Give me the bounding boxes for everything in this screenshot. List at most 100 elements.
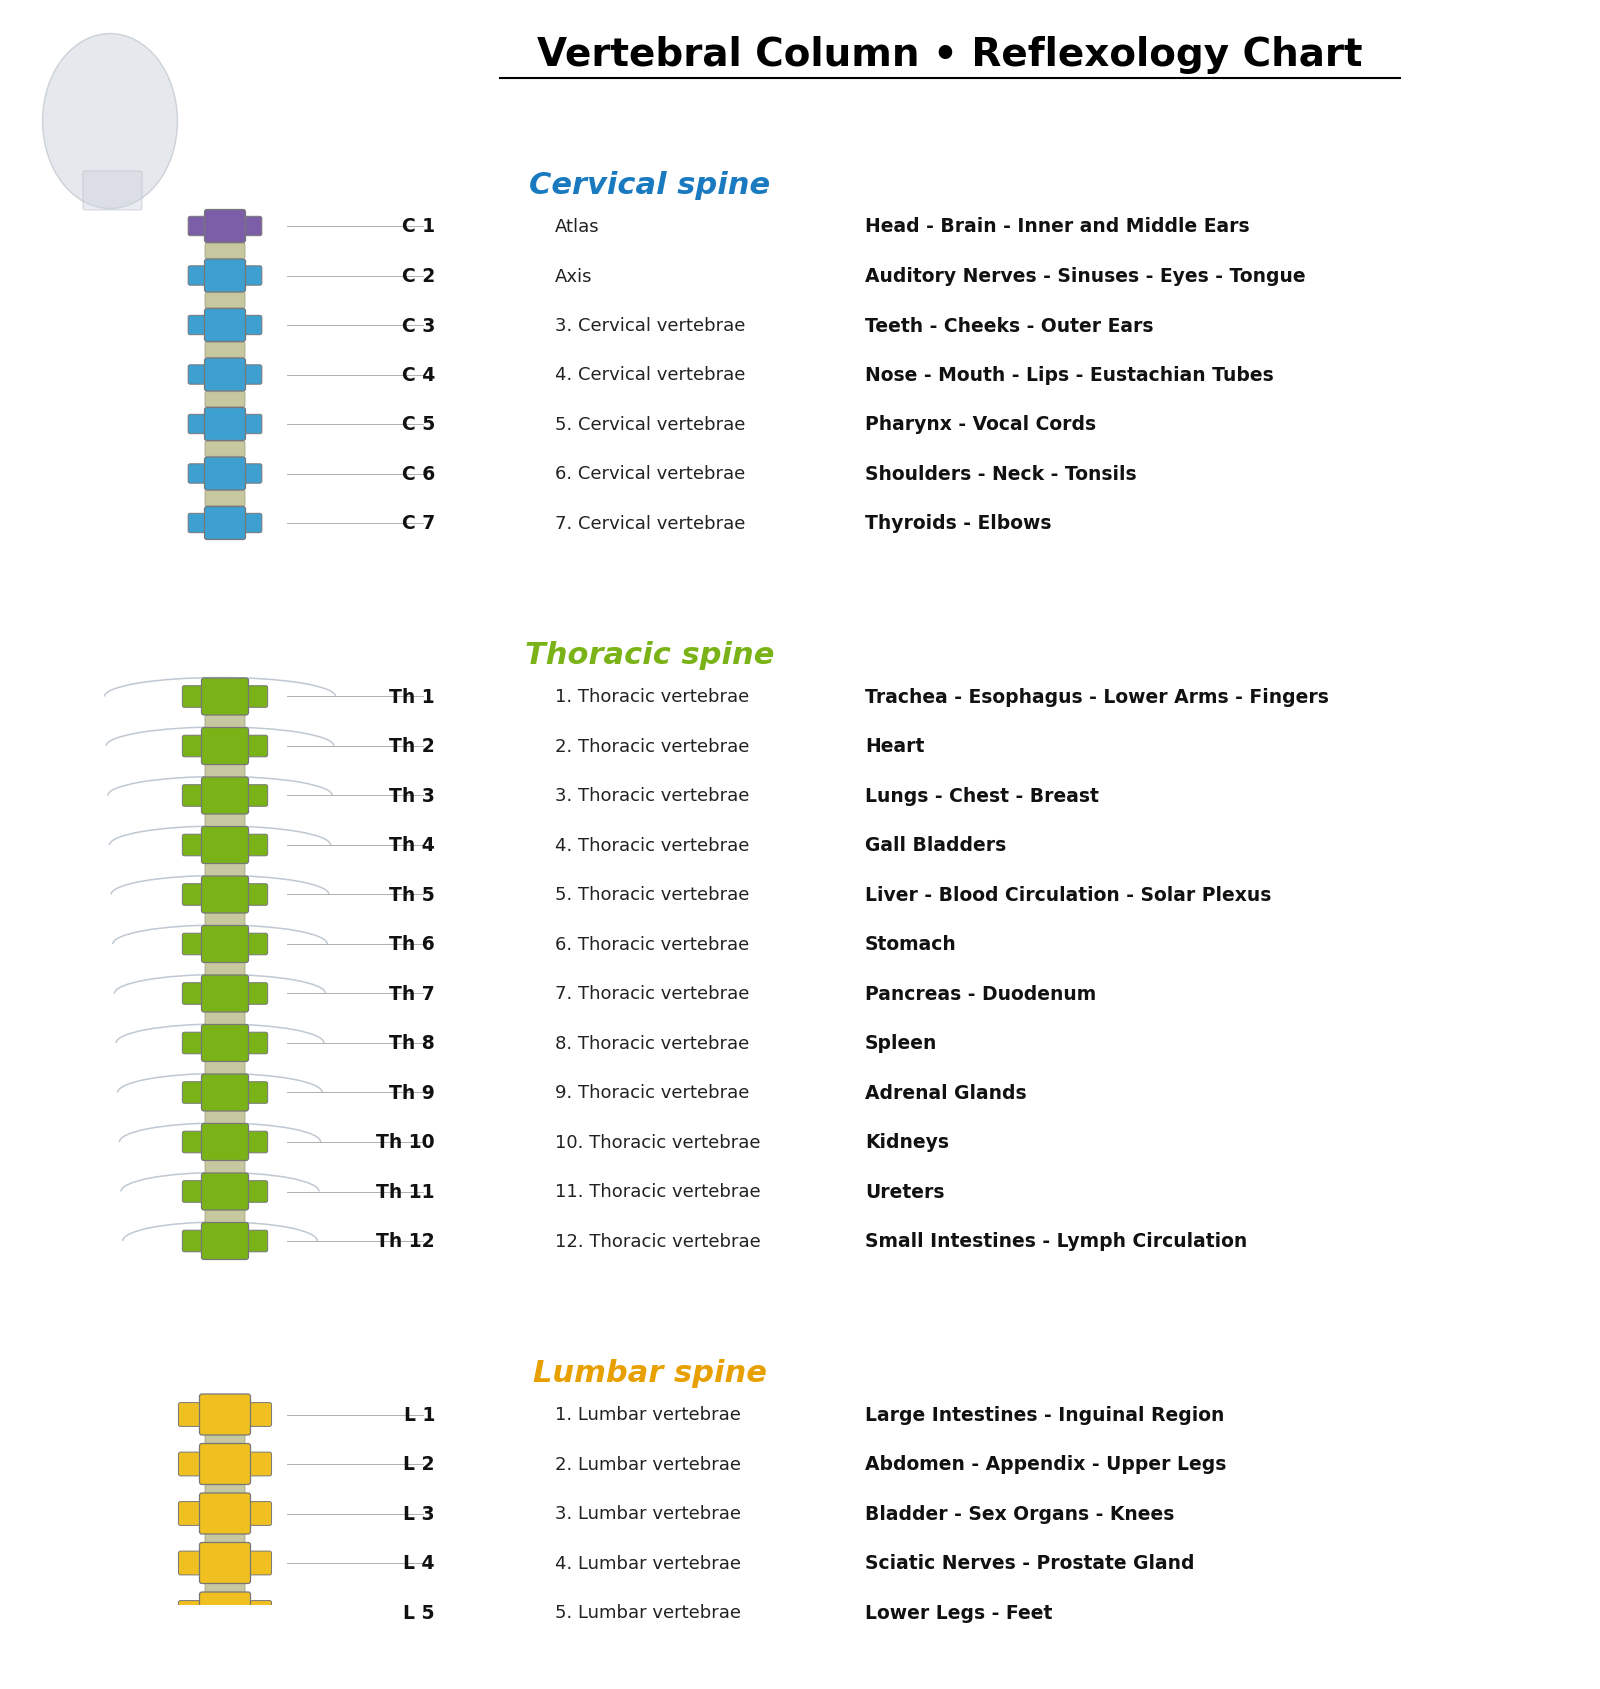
FancyBboxPatch shape — [202, 1223, 248, 1260]
FancyBboxPatch shape — [240, 1404, 272, 1427]
Text: 5. Cervical vertebrae: 5. Cervical vertebrae — [555, 415, 746, 434]
Text: 7. Cervical vertebrae: 7. Cervical vertebrae — [555, 515, 746, 532]
Text: 5. Thoracic vertebrae: 5. Thoracic vertebrae — [555, 887, 749, 904]
FancyBboxPatch shape — [182, 686, 211, 708]
FancyBboxPatch shape — [200, 1593, 251, 1633]
Text: C 7: C 7 — [402, 513, 435, 534]
FancyBboxPatch shape — [189, 464, 214, 485]
Text: C 4: C 4 — [402, 367, 435, 385]
Text: C 1: C 1 — [402, 218, 435, 236]
FancyBboxPatch shape — [202, 976, 248, 1012]
FancyBboxPatch shape — [202, 877, 248, 914]
FancyBboxPatch shape — [182, 934, 211, 956]
Text: Th 10: Th 10 — [376, 1133, 435, 1152]
Text: 2. Lumbar vertebrae: 2. Lumbar vertebrae — [555, 1456, 741, 1473]
Text: 1. Thoracic vertebrae: 1. Thoracic vertebrae — [555, 687, 749, 706]
FancyBboxPatch shape — [200, 1444, 251, 1485]
FancyBboxPatch shape — [205, 863, 245, 878]
FancyBboxPatch shape — [182, 1181, 211, 1203]
FancyBboxPatch shape — [200, 1542, 251, 1584]
Text: Adrenal Glands: Adrenal Glands — [866, 1083, 1027, 1103]
FancyBboxPatch shape — [238, 1032, 267, 1054]
FancyBboxPatch shape — [200, 1393, 251, 1436]
Text: Sciatic Nerves - Prostate Gland: Sciatic Nerves - Prostate Gland — [866, 1554, 1195, 1572]
FancyBboxPatch shape — [182, 883, 211, 905]
FancyBboxPatch shape — [238, 1181, 267, 1203]
FancyBboxPatch shape — [237, 513, 262, 534]
Text: Th 6: Th 6 — [389, 936, 435, 954]
Text: Atlas: Atlas — [555, 218, 600, 236]
FancyBboxPatch shape — [205, 491, 245, 507]
FancyBboxPatch shape — [182, 1083, 211, 1103]
Text: Th 4: Th 4 — [389, 836, 435, 855]
FancyBboxPatch shape — [200, 1493, 251, 1534]
Text: L 2: L 2 — [403, 1454, 435, 1473]
Text: Auditory Nerves - Sinuses - Eyes - Tongue: Auditory Nerves - Sinuses - Eyes - Tongu… — [866, 267, 1306, 285]
FancyBboxPatch shape — [238, 883, 267, 905]
FancyBboxPatch shape — [238, 934, 267, 956]
Text: Head - Brain - Inner and Middle Ears: Head - Brain - Inner and Middle Ears — [866, 218, 1250, 236]
FancyBboxPatch shape — [238, 736, 267, 757]
FancyBboxPatch shape — [237, 316, 262, 336]
FancyBboxPatch shape — [179, 1453, 210, 1476]
Text: Lungs - Chest - Breast: Lungs - Chest - Breast — [866, 787, 1099, 806]
FancyBboxPatch shape — [237, 365, 262, 385]
Text: Th 1: Th 1 — [389, 687, 435, 706]
Ellipse shape — [43, 34, 178, 209]
FancyBboxPatch shape — [182, 1132, 211, 1154]
FancyBboxPatch shape — [179, 1551, 210, 1574]
Text: Pancreas - Duodenum: Pancreas - Duodenum — [866, 985, 1096, 1003]
Text: Lumbar spine: Lumbar spine — [533, 1358, 766, 1387]
FancyBboxPatch shape — [179, 1601, 210, 1625]
Text: L 5: L 5 — [403, 1603, 435, 1621]
FancyBboxPatch shape — [205, 260, 245, 292]
Text: C 6: C 6 — [402, 464, 435, 483]
Text: Th 8: Th 8 — [389, 1034, 435, 1052]
FancyBboxPatch shape — [179, 1502, 210, 1525]
Text: 2. Thoracic vertebrae: 2. Thoracic vertebrae — [555, 738, 749, 755]
FancyBboxPatch shape — [189, 513, 214, 534]
FancyBboxPatch shape — [202, 1025, 248, 1062]
FancyBboxPatch shape — [205, 1110, 245, 1125]
FancyBboxPatch shape — [205, 1530, 245, 1545]
Text: 3. Thoracic vertebrae: 3. Thoracic vertebrae — [555, 787, 749, 806]
FancyBboxPatch shape — [205, 1160, 245, 1174]
Text: 8. Thoracic vertebrae: 8. Thoracic vertebrae — [555, 1034, 749, 1052]
FancyBboxPatch shape — [205, 763, 245, 779]
Text: Abdomen - Appendix - Upper Legs: Abdomen - Appendix - Upper Legs — [866, 1454, 1226, 1473]
FancyBboxPatch shape — [205, 211, 245, 243]
Text: 6. Cervical vertebrae: 6. Cervical vertebrae — [555, 464, 746, 483]
Text: 7. Thoracic vertebrae: 7. Thoracic vertebrae — [555, 985, 749, 1003]
FancyBboxPatch shape — [202, 679, 248, 716]
FancyBboxPatch shape — [205, 1209, 245, 1225]
FancyBboxPatch shape — [238, 834, 267, 856]
FancyBboxPatch shape — [238, 1132, 267, 1154]
Text: Pharynx - Vocal Cords: Pharynx - Vocal Cords — [866, 415, 1096, 434]
FancyBboxPatch shape — [179, 1404, 210, 1427]
Text: Axis: Axis — [555, 267, 592, 285]
Text: 6. Thoracic vertebrae: 6. Thoracic vertebrae — [555, 936, 749, 953]
Text: Kidneys: Kidneys — [866, 1133, 949, 1152]
FancyBboxPatch shape — [237, 218, 262, 236]
Text: 5. Lumbar vertebrae: 5. Lumbar vertebrae — [555, 1603, 741, 1621]
FancyBboxPatch shape — [238, 983, 267, 1005]
Text: Th 7: Th 7 — [389, 985, 435, 1003]
Text: C 5: C 5 — [402, 415, 435, 434]
FancyBboxPatch shape — [205, 1481, 245, 1496]
Text: L 4: L 4 — [403, 1554, 435, 1572]
FancyBboxPatch shape — [182, 736, 211, 757]
Text: 1. Lumbar vertebrae: 1. Lumbar vertebrae — [555, 1405, 741, 1424]
FancyBboxPatch shape — [238, 1231, 267, 1252]
Text: Thyroids - Elbows: Thyroids - Elbows — [866, 513, 1051, 534]
Text: Stomach: Stomach — [866, 936, 957, 954]
FancyBboxPatch shape — [205, 1432, 245, 1447]
FancyBboxPatch shape — [237, 415, 262, 434]
Text: Gall Bladders: Gall Bladders — [866, 836, 1006, 855]
Text: Teeth - Cheeks - Outer Ears: Teeth - Cheeks - Outer Ears — [866, 316, 1154, 336]
FancyBboxPatch shape — [238, 1083, 267, 1103]
Text: Th 2: Th 2 — [389, 736, 435, 757]
Text: Shoulders - Neck - Tonsils: Shoulders - Neck - Tonsils — [866, 464, 1136, 483]
FancyBboxPatch shape — [205, 1581, 245, 1596]
FancyBboxPatch shape — [202, 1074, 248, 1111]
FancyBboxPatch shape — [205, 814, 245, 828]
